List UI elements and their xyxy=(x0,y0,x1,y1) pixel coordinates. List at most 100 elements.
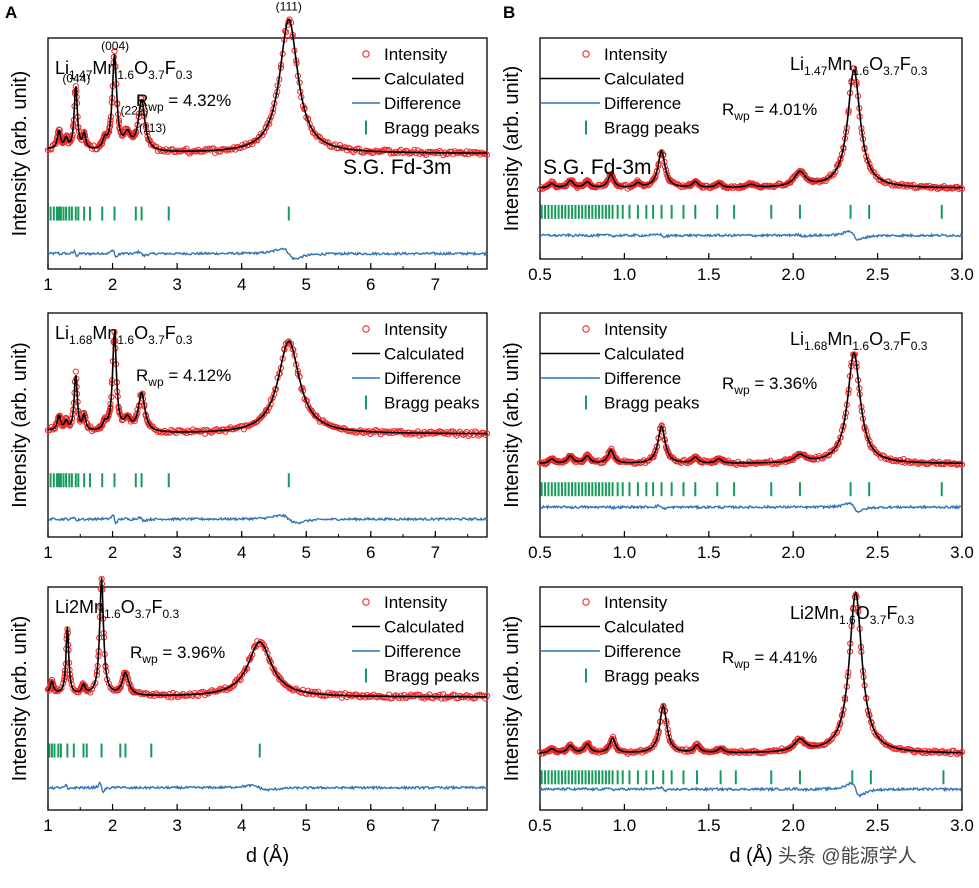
space-group-label: S.G. Fd-3m xyxy=(343,156,452,179)
intensity-point xyxy=(256,133,263,141)
x-tick-label: 5 xyxy=(302,275,311,294)
x-tick-label: 6 xyxy=(366,275,375,294)
intensity-point xyxy=(261,645,268,652)
watermark-text: 头条 @能源学人 xyxy=(778,845,917,867)
legend: Intensity Calculated Difference Bragg peaks xyxy=(352,593,479,686)
intensity-point xyxy=(590,746,597,754)
intensity-point xyxy=(482,431,489,438)
intensity-point xyxy=(402,694,410,702)
intensity-point xyxy=(231,680,238,687)
intensity-point xyxy=(614,457,622,464)
legend-entry: Intensity xyxy=(384,45,448,64)
rwp-label: Rwp = 3.96% xyxy=(130,643,225,666)
x-tick-label: 2 xyxy=(108,543,117,562)
chart-a2: 1 2 3 4 5 6 7 Intensity (arb. unit) Intensity Cal… xyxy=(9,312,491,562)
legend-entry: Difference xyxy=(384,94,461,113)
intensity-point xyxy=(607,171,615,178)
legend-entry: Calculated xyxy=(604,345,684,364)
legend-marker-intensity xyxy=(582,598,590,606)
intensity-point xyxy=(756,184,764,191)
space-group-label: S.G. Fd-3m xyxy=(543,156,652,179)
legend-marker-intensity xyxy=(362,598,370,606)
x-tick-label: 1.0 xyxy=(613,543,637,562)
x-tick-label: 1.0 xyxy=(613,265,637,284)
calculated-line xyxy=(540,351,963,465)
x-tick-label: 2.5 xyxy=(866,543,890,562)
calculated-line xyxy=(47,18,487,154)
intensity-point xyxy=(107,684,114,691)
x-tick-label: 3.0 xyxy=(950,265,974,284)
x-tick-label: 1.5 xyxy=(697,816,721,835)
intensity-point xyxy=(303,690,310,698)
legend: Intensity Calculated Difference Bragg peaks xyxy=(352,45,479,138)
intensity-point xyxy=(758,184,765,191)
intensity-point xyxy=(85,687,92,694)
x-tick-label: 4 xyxy=(237,275,246,294)
legend-marker-intensity xyxy=(582,50,590,58)
legend: Intensity Calculated Difference Bragg peaks xyxy=(540,320,699,413)
panel-label-b: B xyxy=(503,3,515,22)
plot-frame xyxy=(47,312,488,538)
chart-b2: 0.5 1.0 1.5 2.0 2.5 3.0 Intensity (arb. unit) I… xyxy=(501,312,974,562)
x-tick-label: 3.0 xyxy=(950,543,974,562)
legend-marker-intensity xyxy=(362,325,370,333)
intensity-series xyxy=(536,351,966,468)
intensity-point xyxy=(72,368,79,375)
intensity-point xyxy=(348,147,355,154)
legend-entry: Difference xyxy=(384,642,461,661)
intensity-point xyxy=(285,338,292,345)
x-tick-label: 7 xyxy=(431,543,440,562)
difference-line xyxy=(47,780,488,794)
intensity-point xyxy=(824,175,831,182)
legend-entry: Calculated xyxy=(384,70,464,89)
intensity-point xyxy=(832,168,839,175)
intensity-point xyxy=(166,690,173,698)
legend-entry: Calculated xyxy=(604,70,684,89)
intensity-point xyxy=(308,125,315,132)
legend: Intensity Calculated Difference Bragg peaks xyxy=(352,320,479,413)
difference-line xyxy=(47,513,488,525)
x-tick-label: 2 xyxy=(108,275,117,294)
intensity-point xyxy=(651,175,658,182)
intensity-point xyxy=(483,151,491,158)
intensity-point xyxy=(874,450,881,457)
composition-label: Li1.68Mn1.6O3.7F0.3 xyxy=(55,323,193,347)
intensity-point xyxy=(954,751,961,758)
legend-entry: Bragg peaks xyxy=(384,394,479,413)
intensity-point xyxy=(272,670,279,677)
legend-entry: Difference xyxy=(604,94,681,113)
intensity-point xyxy=(829,172,836,179)
calculated-line xyxy=(47,577,487,698)
intensity-point xyxy=(696,181,704,189)
intensity-point xyxy=(391,150,398,157)
peak-label: (044) xyxy=(62,72,90,86)
x-tick-label: 1.5 xyxy=(697,265,721,284)
rwp-label: Rwp = 4.01% xyxy=(722,100,817,123)
intensity-point xyxy=(483,692,491,699)
intensity-point xyxy=(55,688,62,695)
intensity-point xyxy=(834,440,842,447)
x-tick-label: 5 xyxy=(302,543,311,562)
intensity-point xyxy=(146,422,153,429)
intensity-point xyxy=(811,456,818,463)
legend-entry: Difference xyxy=(604,369,681,388)
x-tick-label: 0.5 xyxy=(528,265,552,284)
intensity-point xyxy=(365,694,372,701)
x-tick-label: 6 xyxy=(366,816,375,835)
intensity-point xyxy=(832,730,839,737)
intensity-point xyxy=(271,666,278,673)
peak-label: (004) xyxy=(101,39,129,53)
intensity-point xyxy=(118,680,125,687)
y-axis-label: Intensity (arb. unit) xyxy=(9,616,31,782)
intensity-point xyxy=(263,406,270,414)
legend-entry: Difference xyxy=(604,642,681,661)
intensity-point xyxy=(876,733,883,741)
intensity-point xyxy=(269,394,276,401)
intensity-point xyxy=(99,419,107,426)
x-tick-label: 0.5 xyxy=(528,816,552,835)
panel-label-a: A xyxy=(5,3,17,22)
intensity-point xyxy=(241,667,248,675)
intensity-point xyxy=(667,177,674,184)
intensity-point xyxy=(615,746,622,753)
